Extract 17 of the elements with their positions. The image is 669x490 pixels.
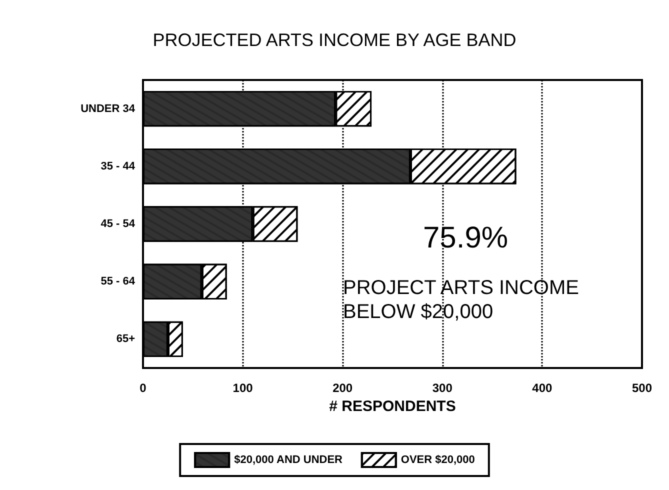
y-tick-label: 65+ [116,333,135,346]
x-tick-label: 400 [532,381,553,395]
annotation: 75.9% [423,222,508,254]
chart-title: PROJECTED ARTS INCOME BY AGE BAND [152,30,516,50]
y-tick-label: 45 - 54 [100,218,136,230]
annotation: PROJECT ARTS INCOME BELOW $20,000 [343,277,579,323]
x-tick-label: 300 [432,381,453,395]
legend-label: $20,000 AND UNDER [234,454,343,466]
x-tick-label: 0 [140,381,147,395]
legend-label: OVER $20,000 [400,454,475,466]
x-tick-label: 100 [232,381,254,395]
x-tick-label: 200 [332,381,353,395]
y-tick-label: 35 - 44 [100,160,136,172]
y-tick-label: UNDER 34 [80,102,136,115]
x-axis-title: # RESPONDENTS [329,398,456,415]
y-tick-label: 55 - 64 [100,276,136,288]
x-tick-label: 500 [632,381,652,395]
